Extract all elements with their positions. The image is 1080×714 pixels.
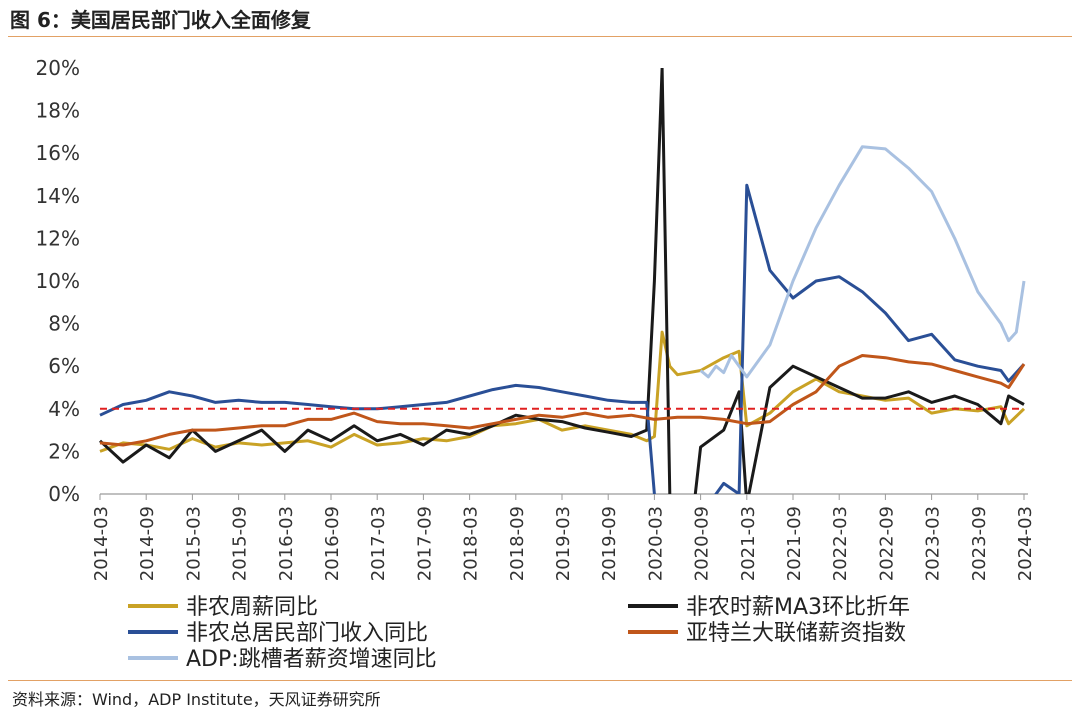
legend-label: 非农周薪同比 xyxy=(186,595,318,620)
x-tick-label: 2023-09 xyxy=(969,506,990,581)
series-layer xyxy=(98,68,1026,494)
x-tick-label: 2023-03 xyxy=(923,506,944,581)
legend-label: ADP:跳槽者薪资增速同比 xyxy=(186,647,437,672)
x-tick-label: 2022-03 xyxy=(830,506,851,581)
x-tick-label: 2022-09 xyxy=(876,506,897,581)
y-tick-label: 2% xyxy=(48,439,80,463)
y-tick-label: 6% xyxy=(48,354,80,378)
x-tick-label: 2015-09 xyxy=(230,506,251,581)
y-tick-label: 8% xyxy=(48,312,80,336)
y-tick-label: 10% xyxy=(36,269,80,293)
x-tick-label: 2016-09 xyxy=(322,506,343,581)
top-divider xyxy=(8,36,1072,37)
legend-label: 非农总居民部门收入同比 xyxy=(186,621,428,646)
y-tick-label: 14% xyxy=(36,184,80,208)
x-tick-label: 2024-03 xyxy=(1015,506,1036,581)
series-line-3 xyxy=(99,354,1026,447)
x-tick-label: 2020-09 xyxy=(692,506,713,581)
x-tick-label: 2014-03 xyxy=(91,506,112,581)
x-tick-label: 2017-03 xyxy=(368,506,389,581)
x-tick-label: 2019-09 xyxy=(599,506,620,581)
x-tick-label: 2018-03 xyxy=(461,506,482,581)
series-line-1 xyxy=(98,68,1025,494)
source-note: 资料来源：Wind，ADP Institute，天风证券研究所 xyxy=(12,690,381,709)
axes-layer: 0% 2% 4% 6% 8% 10% 12% 14% 16% 18% 20% 2014-03 2014-… xyxy=(36,56,1036,581)
bottom-divider xyxy=(8,680,1072,681)
x-tick-label: 2016-03 xyxy=(276,506,297,581)
series-line-4 xyxy=(699,145,1026,379)
y-tick-label: 20% xyxy=(36,56,80,80)
y-tick-label: 4% xyxy=(48,397,80,421)
line-chart: 0% 2% 4% 6% 8% 10% 12% 14% 16% 18% 20% 2014-03 2014-… xyxy=(36,56,1036,672)
y-tick-label: 18% xyxy=(36,99,80,123)
x-tick-label: 2019-03 xyxy=(553,506,574,581)
x-tick-label: 2021-09 xyxy=(784,506,805,581)
x-tick-label: 2014-09 xyxy=(137,506,158,581)
chart-title: 图 6：美国居民部门收入全面修复 xyxy=(10,8,311,32)
legend-label: 非农时薪MA3环比折年 xyxy=(686,595,910,620)
x-tick-label: 2020-03 xyxy=(645,506,666,581)
legend-label: 亚特兰大联储薪资指数 xyxy=(686,621,906,646)
x-tick-label: 2017-09 xyxy=(414,506,435,581)
x-tick-label: 2015-03 xyxy=(183,506,204,581)
series-line-2 xyxy=(99,183,1026,494)
x-tick-label: 2021-03 xyxy=(738,506,759,581)
y-tick-label: 0% xyxy=(48,482,80,506)
x-tick-label: 2018-09 xyxy=(507,506,528,581)
y-tick-label: 16% xyxy=(36,141,80,165)
y-tick-label: 12% xyxy=(36,226,80,250)
